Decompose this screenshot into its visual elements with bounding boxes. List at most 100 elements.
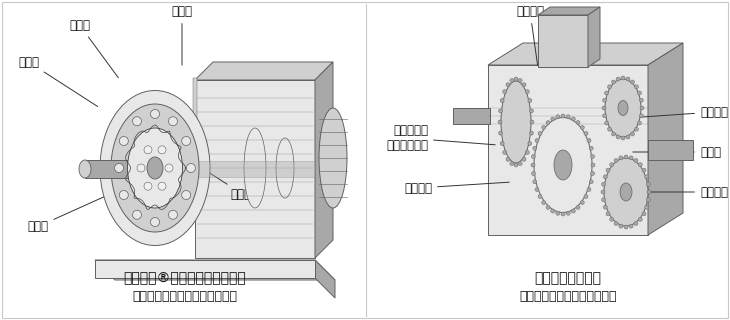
Ellipse shape [603, 98, 607, 102]
Ellipse shape [514, 77, 518, 81]
Ellipse shape [621, 136, 625, 140]
Text: モートル軸
（第１歯車）: モートル軸 （第１歯車） [386, 124, 495, 152]
Ellipse shape [522, 83, 526, 87]
Ellipse shape [602, 182, 606, 186]
Ellipse shape [182, 190, 191, 199]
Ellipse shape [572, 209, 575, 213]
Ellipse shape [529, 109, 534, 113]
Ellipse shape [647, 198, 650, 202]
Ellipse shape [634, 127, 639, 131]
Ellipse shape [165, 164, 173, 172]
Ellipse shape [529, 131, 534, 135]
Ellipse shape [580, 201, 584, 204]
Text: 曲線板: 曲線板 [172, 5, 193, 65]
Ellipse shape [499, 131, 502, 135]
Ellipse shape [147, 157, 163, 179]
Bar [453, 108, 490, 124]
Ellipse shape [601, 190, 605, 194]
Bar [195, 161, 315, 177]
Bar [193, 78, 197, 122]
Ellipse shape [624, 225, 628, 229]
Ellipse shape [533, 180, 537, 184]
Ellipse shape [501, 81, 531, 163]
Ellipse shape [638, 217, 642, 221]
Text: 第３歯車: 第３歯車 [633, 186, 728, 198]
Ellipse shape [522, 157, 526, 161]
Ellipse shape [538, 195, 542, 198]
Ellipse shape [645, 175, 649, 179]
Ellipse shape [576, 205, 580, 209]
Ellipse shape [607, 127, 612, 131]
Ellipse shape [100, 91, 210, 245]
Ellipse shape [144, 146, 152, 154]
Ellipse shape [580, 125, 584, 130]
Text: ローター: ローター [516, 5, 544, 65]
Ellipse shape [150, 218, 159, 227]
Ellipse shape [634, 85, 639, 89]
Ellipse shape [629, 156, 633, 160]
Ellipse shape [631, 132, 634, 136]
Ellipse shape [604, 158, 648, 226]
Ellipse shape [119, 190, 128, 199]
Text: （三菱電機工業株式会社製）: （三菱電機工業株式会社製） [519, 290, 617, 302]
Ellipse shape [530, 120, 534, 124]
Ellipse shape [546, 121, 550, 124]
Ellipse shape [554, 150, 572, 180]
Ellipse shape [610, 163, 614, 167]
Ellipse shape [133, 210, 142, 219]
Polygon shape [648, 43, 683, 235]
Ellipse shape [119, 137, 128, 146]
Ellipse shape [634, 158, 638, 163]
Ellipse shape [561, 212, 565, 216]
Text: ローター: ローター [207, 172, 258, 202]
Ellipse shape [637, 91, 642, 95]
Text: 内ピン: 内ピン [18, 55, 98, 107]
Ellipse shape [620, 183, 632, 201]
Ellipse shape [137, 164, 145, 172]
Polygon shape [95, 260, 315, 278]
Ellipse shape [616, 135, 620, 139]
Ellipse shape [602, 198, 606, 202]
Ellipse shape [606, 168, 610, 172]
Ellipse shape [499, 109, 502, 113]
Ellipse shape [534, 117, 592, 212]
Text: （住友重機械工業株式会社製）: （住友重機械工業株式会社製） [133, 290, 237, 302]
Text: 第４歯車: 第４歯車 [631, 106, 728, 118]
Ellipse shape [642, 168, 646, 172]
Ellipse shape [566, 115, 570, 119]
Ellipse shape [546, 205, 550, 209]
Ellipse shape [589, 180, 593, 184]
Ellipse shape [528, 99, 532, 102]
Ellipse shape [510, 162, 514, 165]
Polygon shape [315, 260, 335, 298]
Ellipse shape [531, 163, 535, 167]
Ellipse shape [572, 117, 575, 121]
Ellipse shape [531, 172, 536, 175]
Ellipse shape [169, 210, 177, 219]
Ellipse shape [535, 188, 539, 191]
Ellipse shape [589, 146, 593, 150]
Ellipse shape [612, 132, 615, 136]
Ellipse shape [614, 158, 618, 163]
Text: 第２歯車: 第２歯車 [404, 181, 510, 195]
Ellipse shape [533, 146, 537, 150]
Ellipse shape [158, 182, 166, 190]
Bar [538, 15, 588, 67]
Ellipse shape [550, 209, 555, 213]
Ellipse shape [612, 80, 615, 84]
Ellipse shape [639, 98, 643, 102]
Ellipse shape [526, 150, 529, 155]
Ellipse shape [503, 150, 507, 155]
Ellipse shape [618, 100, 628, 116]
Polygon shape [588, 7, 600, 67]
Text: サイクロ®減速機付きモーター: サイクロ®減速機付きモーター [123, 271, 247, 285]
Ellipse shape [518, 78, 522, 83]
Ellipse shape [115, 164, 123, 172]
Ellipse shape [647, 182, 650, 186]
Ellipse shape [510, 78, 514, 83]
Ellipse shape [647, 190, 651, 194]
Ellipse shape [276, 138, 294, 198]
Ellipse shape [642, 212, 646, 216]
Ellipse shape [244, 128, 266, 208]
Ellipse shape [638, 163, 642, 167]
